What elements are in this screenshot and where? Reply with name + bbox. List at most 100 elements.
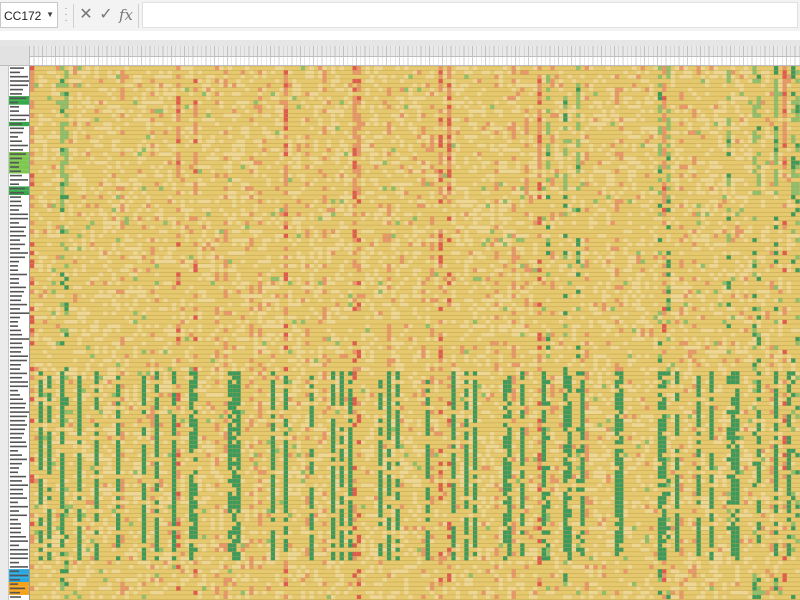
row-headers[interactable] [0, 66, 9, 600]
heatmap-cell [576, 139, 581, 144]
heatmap-cell [455, 199, 460, 204]
heatmap-cell [219, 83, 224, 88]
heatmap-cell [180, 298, 185, 303]
heatmap-cell [524, 177, 529, 183]
heatmap-cell [343, 96, 349, 101]
heatmap-cell [335, 87, 340, 92]
heatmap-cell [662, 328, 667, 333]
heatmap-cell [305, 285, 310, 290]
heatmap-cell [288, 255, 293, 260]
heatmap-cell [679, 74, 684, 79]
heatmap-cell [649, 164, 654, 170]
heatmap-cell [490, 242, 495, 247]
heatmap-cell [47, 203, 52, 208]
formula-input[interactable] [142, 2, 798, 28]
heatmap-cell [696, 263, 701, 269]
heatmap-cell [773, 91, 779, 97]
heatmap-cell [429, 242, 435, 247]
column-headers[interactable] [30, 46, 800, 57]
heatmap-cell [331, 212, 336, 217]
select-all-corner[interactable] [0, 46, 30, 66]
heatmap-cell [73, 130, 78, 135]
heatmap-cell [197, 199, 202, 204]
header-row[interactable] [30, 57, 800, 66]
heatmap-cell [507, 298, 512, 303]
heatmap-cell [735, 315, 740, 320]
heatmap-cell [606, 195, 611, 200]
heatmap-cell [361, 285, 366, 290]
heatmap-cell [412, 272, 417, 277]
heatmap-cell [670, 328, 675, 333]
cancel-icon[interactable]: ✕ [79, 6, 93, 23]
heatmap-cell [636, 328, 641, 333]
name-box[interactable]: CC172 ▼ [0, 2, 58, 28]
heatmap-cell [90, 375, 95, 380]
heatmap-cell [232, 375, 237, 380]
heatmap-cell [584, 349, 589, 355]
heatmap-cell [133, 78, 138, 84]
heatmap-cell [528, 259, 534, 264]
heatmap-cell [305, 74, 310, 79]
enter-icon[interactable]: ✓ [99, 6, 113, 23]
heatmap-cell [795, 182, 800, 187]
heatmap-cell [64, 328, 69, 333]
heatmap-cell [107, 182, 112, 187]
spreadsheet-grid[interactable] [0, 40, 800, 600]
heatmap-cell [47, 233, 52, 238]
heatmap-cell [266, 298, 271, 303]
heatmap-cell [38, 362, 43, 367]
heatmap-cell [653, 96, 658, 101]
heatmap-cell [219, 367, 224, 372]
heatmap-cell [507, 319, 512, 324]
heatmap-cell [339, 87, 344, 92]
row-label-text [10, 579, 20, 581]
row-label-column[interactable] [9, 66, 30, 600]
heatmap-cell [322, 173, 327, 178]
heatmap-cells[interactable] [30, 66, 800, 600]
heatmap-cell [154, 263, 159, 269]
heatmap-cell [38, 121, 43, 127]
heatmap-cell [782, 104, 787, 109]
heatmap-cell [262, 259, 267, 264]
row-label-text [10, 424, 27, 426]
heatmap-cell [288, 349, 293, 355]
heatmap-cell [399, 293, 405, 299]
heatmap-cell [765, 311, 770, 316]
heatmap-cell [657, 250, 663, 256]
heatmap-cell [253, 74, 258, 79]
heatmap-cell [124, 268, 129, 273]
drag-handle-icon[interactable]: · · · [64, 3, 68, 26]
heatmap-cell [520, 246, 525, 251]
heatmap-cell [550, 113, 555, 118]
heatmap-cell [662, 207, 667, 213]
heatmap-cell [249, 242, 254, 247]
heatmap-cell [511, 121, 516, 127]
heatmap-cell [167, 195, 172, 200]
heatmap-cell [94, 345, 99, 350]
heatmap-cell [391, 315, 396, 320]
heatmap-cell [765, 289, 770, 294]
heatmap-cell [296, 233, 301, 238]
insert-function-icon[interactable]: fx [118, 6, 133, 24]
heatmap-cell [756, 358, 761, 363]
heatmap-cell [326, 109, 331, 114]
heatmap-cell [348, 306, 353, 312]
heatmap-cell [773, 113, 779, 118]
heatmap-cell [77, 66, 82, 71]
heatmap-cell [455, 233, 460, 238]
heatmap-cell [343, 177, 349, 183]
row-label-text [10, 381, 28, 383]
chevron-down-icon[interactable]: ▼ [46, 10, 54, 19]
heatmap-cell [434, 173, 439, 178]
heatmap-cell [279, 255, 284, 260]
heatmap-cell [116, 358, 121, 363]
heatmap-cell [399, 182, 405, 187]
heatmap-cell [51, 315, 56, 320]
heatmap-cell [60, 332, 65, 337]
heatmap-cell [374, 160, 379, 165]
heatmap-cell [116, 324, 121, 329]
heatmap-cell [98, 186, 104, 191]
heatmap-cell [442, 156, 448, 161]
heatmap-cell [696, 212, 701, 217]
heatmap-cell [442, 289, 448, 294]
